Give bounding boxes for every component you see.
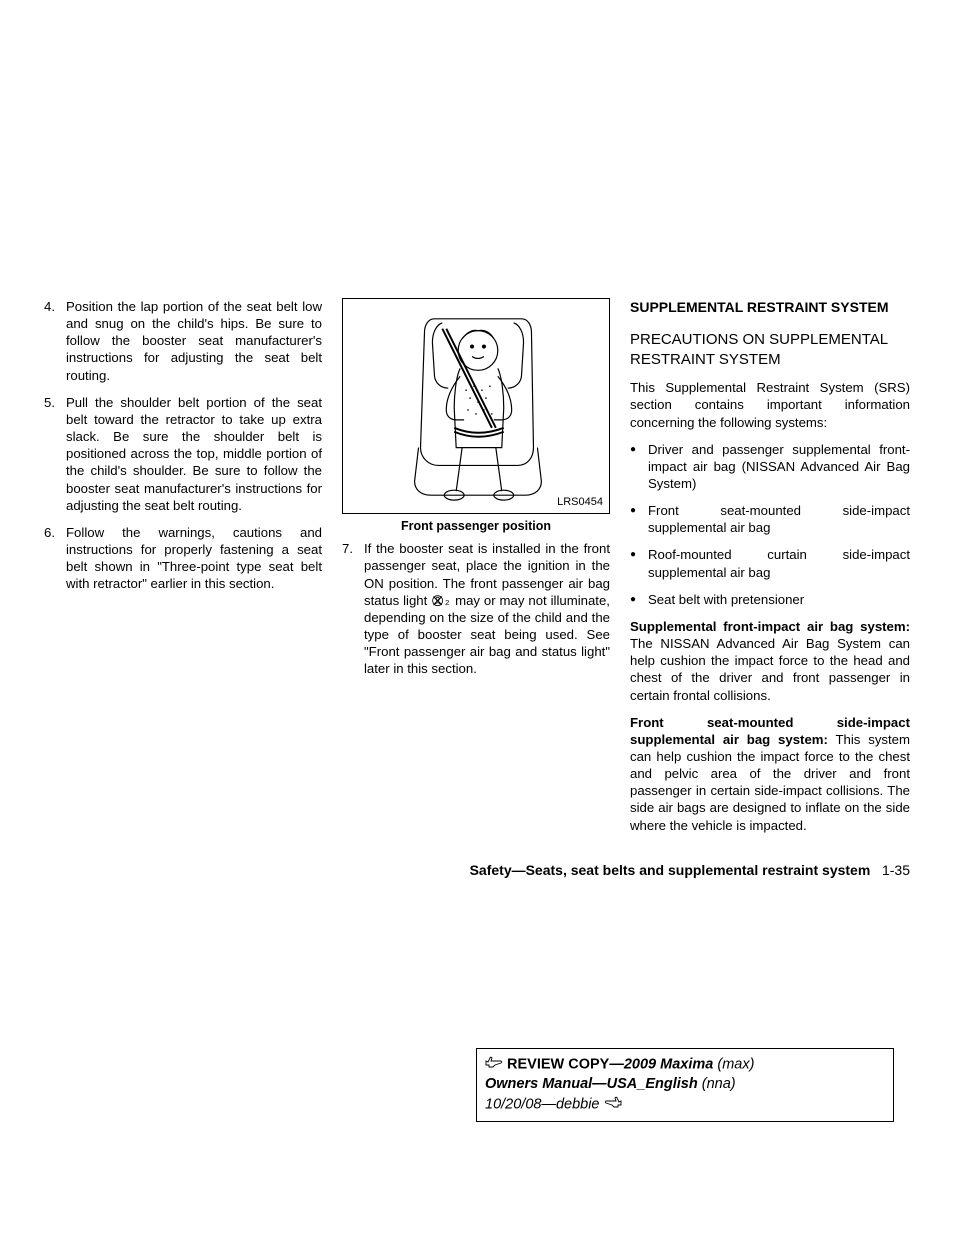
bullet-item: Front seat-mounted side-impact supplemen…	[630, 502, 910, 536]
three-column-layout: 4. Position the lap portion of the seat …	[44, 298, 910, 844]
numbered-list-col1: 4. Position the lap portion of the seat …	[44, 298, 322, 593]
page-footer: Safety—Seats, seat belts and supplementa…	[44, 862, 910, 878]
item-number: 5.	[44, 394, 66, 514]
pointing-hand-left-icon	[604, 1095, 622, 1115]
airbag-off-icon: 2	[431, 594, 451, 608]
list-item-7: 7. If the booster seat is installed in t…	[342, 540, 610, 677]
item-text: Position the lap portion of the seat bel…	[66, 298, 322, 384]
intro-paragraph: This Supplemental Restraint System (SRS)…	[630, 379, 910, 430]
review-copy-label: REVIEW COPY—	[507, 1057, 624, 1073]
bullet-list: Driver and passenger supplemental front-…	[630, 441, 910, 608]
figure-code: LRS0454	[557, 495, 603, 509]
list-item: 4. Position the lap portion of the seat …	[44, 298, 322, 384]
figure-booster-seat: LRS0454	[342, 298, 610, 514]
review-line-3: 10/20/08—debbie	[485, 1095, 885, 1115]
pointing-hand-right-icon	[485, 1055, 503, 1075]
p1-bold: Supplemental front-impact air bag system…	[630, 619, 910, 634]
page-content: 4. Position the lap portion of the seat …	[44, 298, 910, 878]
item-number: 4.	[44, 298, 66, 384]
item-text: Pull the shoulder belt portion of the se…	[66, 394, 322, 514]
bullet-item: Seat belt with pretensioner	[630, 591, 910, 608]
review-model: 2009 Maxima	[624, 1057, 713, 1073]
section-subhead: PRECAUTIONS ON SUPPLEMENTAL RESTRAINT SY…	[630, 330, 910, 369]
bullet-text: Seat belt with pretensioner	[648, 591, 804, 608]
bullet-item: Driver and passenger supplemental front-…	[630, 441, 910, 492]
review-line-1: REVIEW COPY—2009 Maxima (max)	[485, 1055, 885, 1075]
column-3: SUPPLEMENTAL RESTRAINT SYSTEM PRECAUTION…	[630, 298, 910, 844]
column-1: 4. Position the lap portion of the seat …	[44, 298, 322, 844]
list-item: 5. Pull the shoulder belt portion of the…	[44, 394, 322, 514]
review-date-author: 10/20/08—debbie	[485, 1096, 600, 1112]
footer-page-number: 1-35	[882, 862, 910, 878]
booster-seat-illustration	[343, 299, 609, 513]
list-item: 6. Follow the warnings, cautions and ins…	[44, 524, 322, 593]
item-text: Follow the warnings, cautions and instru…	[66, 524, 322, 593]
item-number: 6.	[44, 524, 66, 593]
figure-caption: Front passenger position	[342, 518, 610, 534]
section-title: SUPPLEMENTAL RESTRAINT SYSTEM	[630, 298, 910, 316]
review-manual: Owners Manual—USA_English	[485, 1076, 698, 1092]
paragraph-side-impact: Front seat-mounted side-impact supplemen…	[630, 714, 910, 834]
footer-section-title: Safety—Seats, seat belts and supplementa…	[470, 862, 871, 878]
bullet-text: Driver and passenger supplemental front-…	[648, 441, 910, 492]
bullet-item: Roof-mounted curtain side-impact supplem…	[630, 546, 910, 580]
item-text: If the booster seat is installed in the …	[364, 540, 610, 677]
review-code2: (nna)	[698, 1076, 736, 1092]
svg-text:2: 2	[445, 598, 449, 607]
item-number: 7.	[342, 540, 364, 677]
p1-rest: The NISSAN Advanced Air Bag System can h…	[630, 636, 910, 702]
column-2: LRS0454 Front passenger position 7. If t…	[342, 298, 610, 844]
bullet-text: Front seat-mounted side-impact supplemen…	[648, 502, 910, 536]
bullet-text: Roof-mounted curtain side-impact supplem…	[648, 546, 910, 580]
review-line-2: Owners Manual—USA_English (nna)	[485, 1075, 885, 1095]
review-code1: (max)	[713, 1057, 754, 1073]
review-copy-box: REVIEW COPY—2009 Maxima (max) Owners Man…	[476, 1048, 894, 1122]
paragraph-front-impact: Supplemental front-impact air bag system…	[630, 618, 910, 704]
